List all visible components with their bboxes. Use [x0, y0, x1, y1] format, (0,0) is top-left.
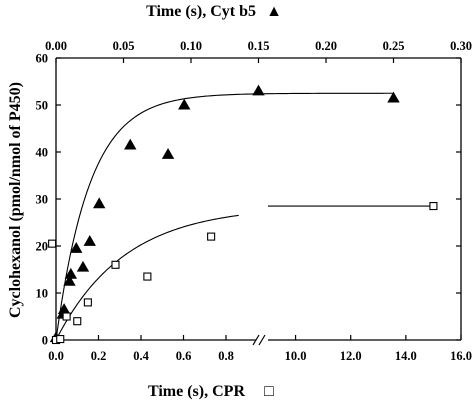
cyt-b5-point [64, 267, 78, 279]
cpr-point [207, 232, 216, 241]
cyt-b5-point [161, 148, 175, 159]
y-tick-label: 40 [36, 146, 49, 160]
cyt-b5-point [76, 260, 90, 272]
cpr-point [111, 260, 120, 269]
top-tick-label: 0.15 [248, 39, 270, 53]
cpr-point [56, 335, 65, 344]
y-axis-title: Cyclohexanol (pmol/nmol of P450) [7, 82, 24, 318]
cyt-b5-point [252, 84, 265, 96]
top-tick-label: 0.05 [113, 39, 135, 53]
label-layer: Time (s), Cyt b5 ▲ Time (s), CPR □ Cyclo… [7, 3, 282, 400]
top-axis-legend-symbol: ▲ [266, 3, 282, 20]
bottom-axis-title: Time (s), CPR [148, 383, 245, 400]
axis-break-mark [258, 334, 266, 346]
bottom-tick-label: 0.4 [133, 349, 149, 363]
cpr-point [62, 312, 71, 321]
cyt-b5-point [63, 274, 76, 286]
cyt-b5-point [93, 197, 106, 209]
marker-layer [48, 84, 438, 345]
cpr-point [73, 317, 82, 326]
cyt-b5-fit-curve [55, 92, 394, 341]
bottom-axis-legend-symbol: □ [264, 383, 274, 400]
cpr-point [143, 272, 152, 281]
top-tick-label: 0.10 [180, 39, 202, 53]
bottom-tick-label: 16.0 [450, 349, 472, 363]
bottom-tick-label: 10.0 [285, 349, 307, 363]
y-tick-label: 50 [36, 99, 49, 113]
top-tick-label: 0.25 [383, 39, 405, 53]
cyt-b5-point [387, 91, 400, 103]
cpr-point [83, 298, 92, 307]
cpr-point [48, 239, 57, 248]
y-tick-label: 10 [36, 287, 49, 301]
top-tick-label: 0.30 [450, 39, 472, 53]
y-tick-label: 30 [36, 193, 49, 207]
top-axis-title: Time (s), Cyt b5 [146, 3, 256, 20]
cyt-b5-point [83, 234, 96, 246]
top-tick-label: 0.20 [315, 39, 337, 53]
cyt-b5-point [178, 98, 191, 110]
bottom-tick-label: 12.0 [340, 349, 362, 363]
y-tick-label: 60 [36, 52, 49, 66]
bottom-tick-label: 0.2 [91, 349, 107, 363]
cpr-point [429, 202, 438, 211]
bottom-tick-label: 14.0 [395, 349, 417, 363]
bottom-tick-label: 0.6 [176, 349, 192, 363]
bottom-tick-label: 0.0 [48, 349, 64, 363]
cyt-b5-point [124, 138, 137, 150]
bottom-tick-label: 0.8 [218, 349, 234, 363]
axis-break-mark [252, 334, 260, 346]
axes-layer: 0 10 20 30 40 50 600.00 0.05 0.10 0.15 0.20 0.25 0.3… [36, 39, 472, 363]
cyt-b5-point [70, 242, 83, 253]
cpr-fit-curve [55, 214, 239, 341]
y-tick-label: 20 [36, 240, 49, 254]
top-tick-label: 0.00 [45, 39, 67, 53]
y-tick-label: 0 [42, 334, 48, 348]
curve-layer [55, 92, 434, 341]
